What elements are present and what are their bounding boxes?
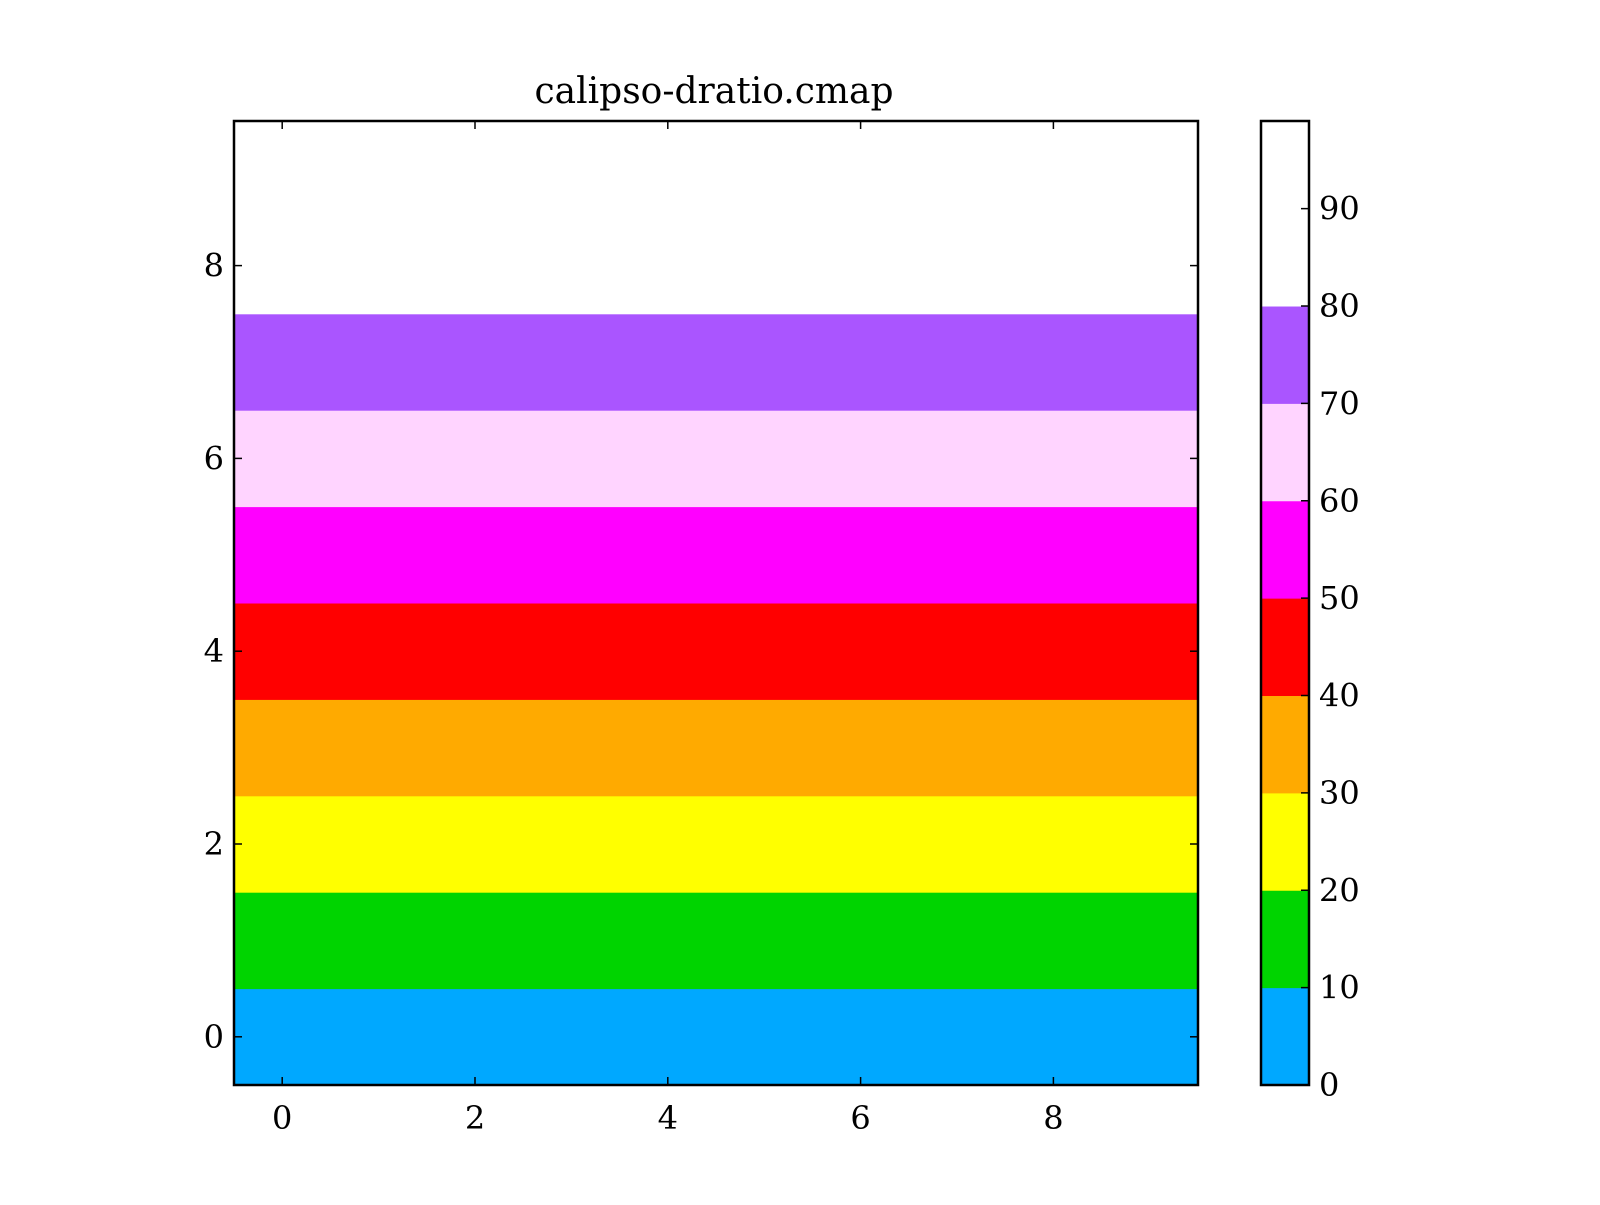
- colorbar-tick-label: 70: [1319, 384, 1360, 422]
- x-tick-label: 4: [658, 1099, 678, 1137]
- heatmap-row: [234, 506, 1198, 604]
- x-tick-label: 8: [1043, 1099, 1063, 1137]
- heatmap-row: [234, 217, 1198, 315]
- colorbar-tick-label: 20: [1319, 871, 1360, 909]
- plot-ticks: 0 2 4 6 8 0 2 4 6 8: [204, 121, 1198, 1137]
- colorbar: [1261, 121, 1309, 1086]
- colorbar-segment: [1261, 500, 1309, 599]
- chart-title: calipso-dratio.cmap: [535, 71, 894, 112]
- colorbar-tick-label: 60: [1319, 482, 1360, 520]
- colorbar-ticks: 0 10 20 30 40 50 60 70 80 90: [1301, 190, 1360, 1104]
- colorbar-segment: [1261, 403, 1309, 502]
- y-tick-label: 2: [204, 825, 224, 863]
- y-tick-label: 8: [204, 247, 224, 285]
- colorbar-tick-label: 0: [1319, 1066, 1339, 1104]
- heatmap-row: [234, 121, 1198, 218]
- colorbar-tick-label: 50: [1319, 579, 1360, 617]
- y-tick-label: 0: [204, 1018, 224, 1056]
- x-tick-label: 2: [465, 1099, 485, 1137]
- colorbar-tick-label: 30: [1319, 774, 1360, 812]
- colorbar-tick-label: 10: [1319, 969, 1360, 1007]
- colorbar-tick-label: 90: [1319, 190, 1360, 228]
- colorbar-segment: [1261, 792, 1309, 891]
- plot-area: [234, 121, 1198, 1086]
- colorbar-segment: [1261, 695, 1309, 794]
- x-tick-label: 0: [272, 1099, 292, 1137]
- colorbar-segment: [1261, 121, 1309, 307]
- colorbar-segment: [1261, 987, 1309, 1086]
- y-tick-label: 6: [204, 439, 224, 477]
- colorbar-tick-label: 80: [1319, 287, 1360, 325]
- y-tick-label: 4: [204, 632, 224, 670]
- heatmap-row: [234, 313, 1198, 411]
- colorbar-segment: [1261, 598, 1309, 697]
- colorbar-tick-label: 40: [1319, 677, 1360, 715]
- heatmap-row: [234, 603, 1198, 700]
- heatmap-row: [234, 410, 1198, 508]
- heatmap-row: [234, 988, 1198, 1086]
- heatmap-row: [234, 795, 1198, 893]
- plot-frame: [232, 119, 1200, 1087]
- colorbar-frame: [1259, 119, 1311, 1087]
- heatmap-row: [234, 892, 1198, 990]
- colorbar-segment: [1261, 306, 1309, 404]
- x-tick-label: 6: [850, 1099, 870, 1137]
- heatmap-row: [234, 699, 1198, 797]
- colorbar-segment: [1261, 890, 1309, 989]
